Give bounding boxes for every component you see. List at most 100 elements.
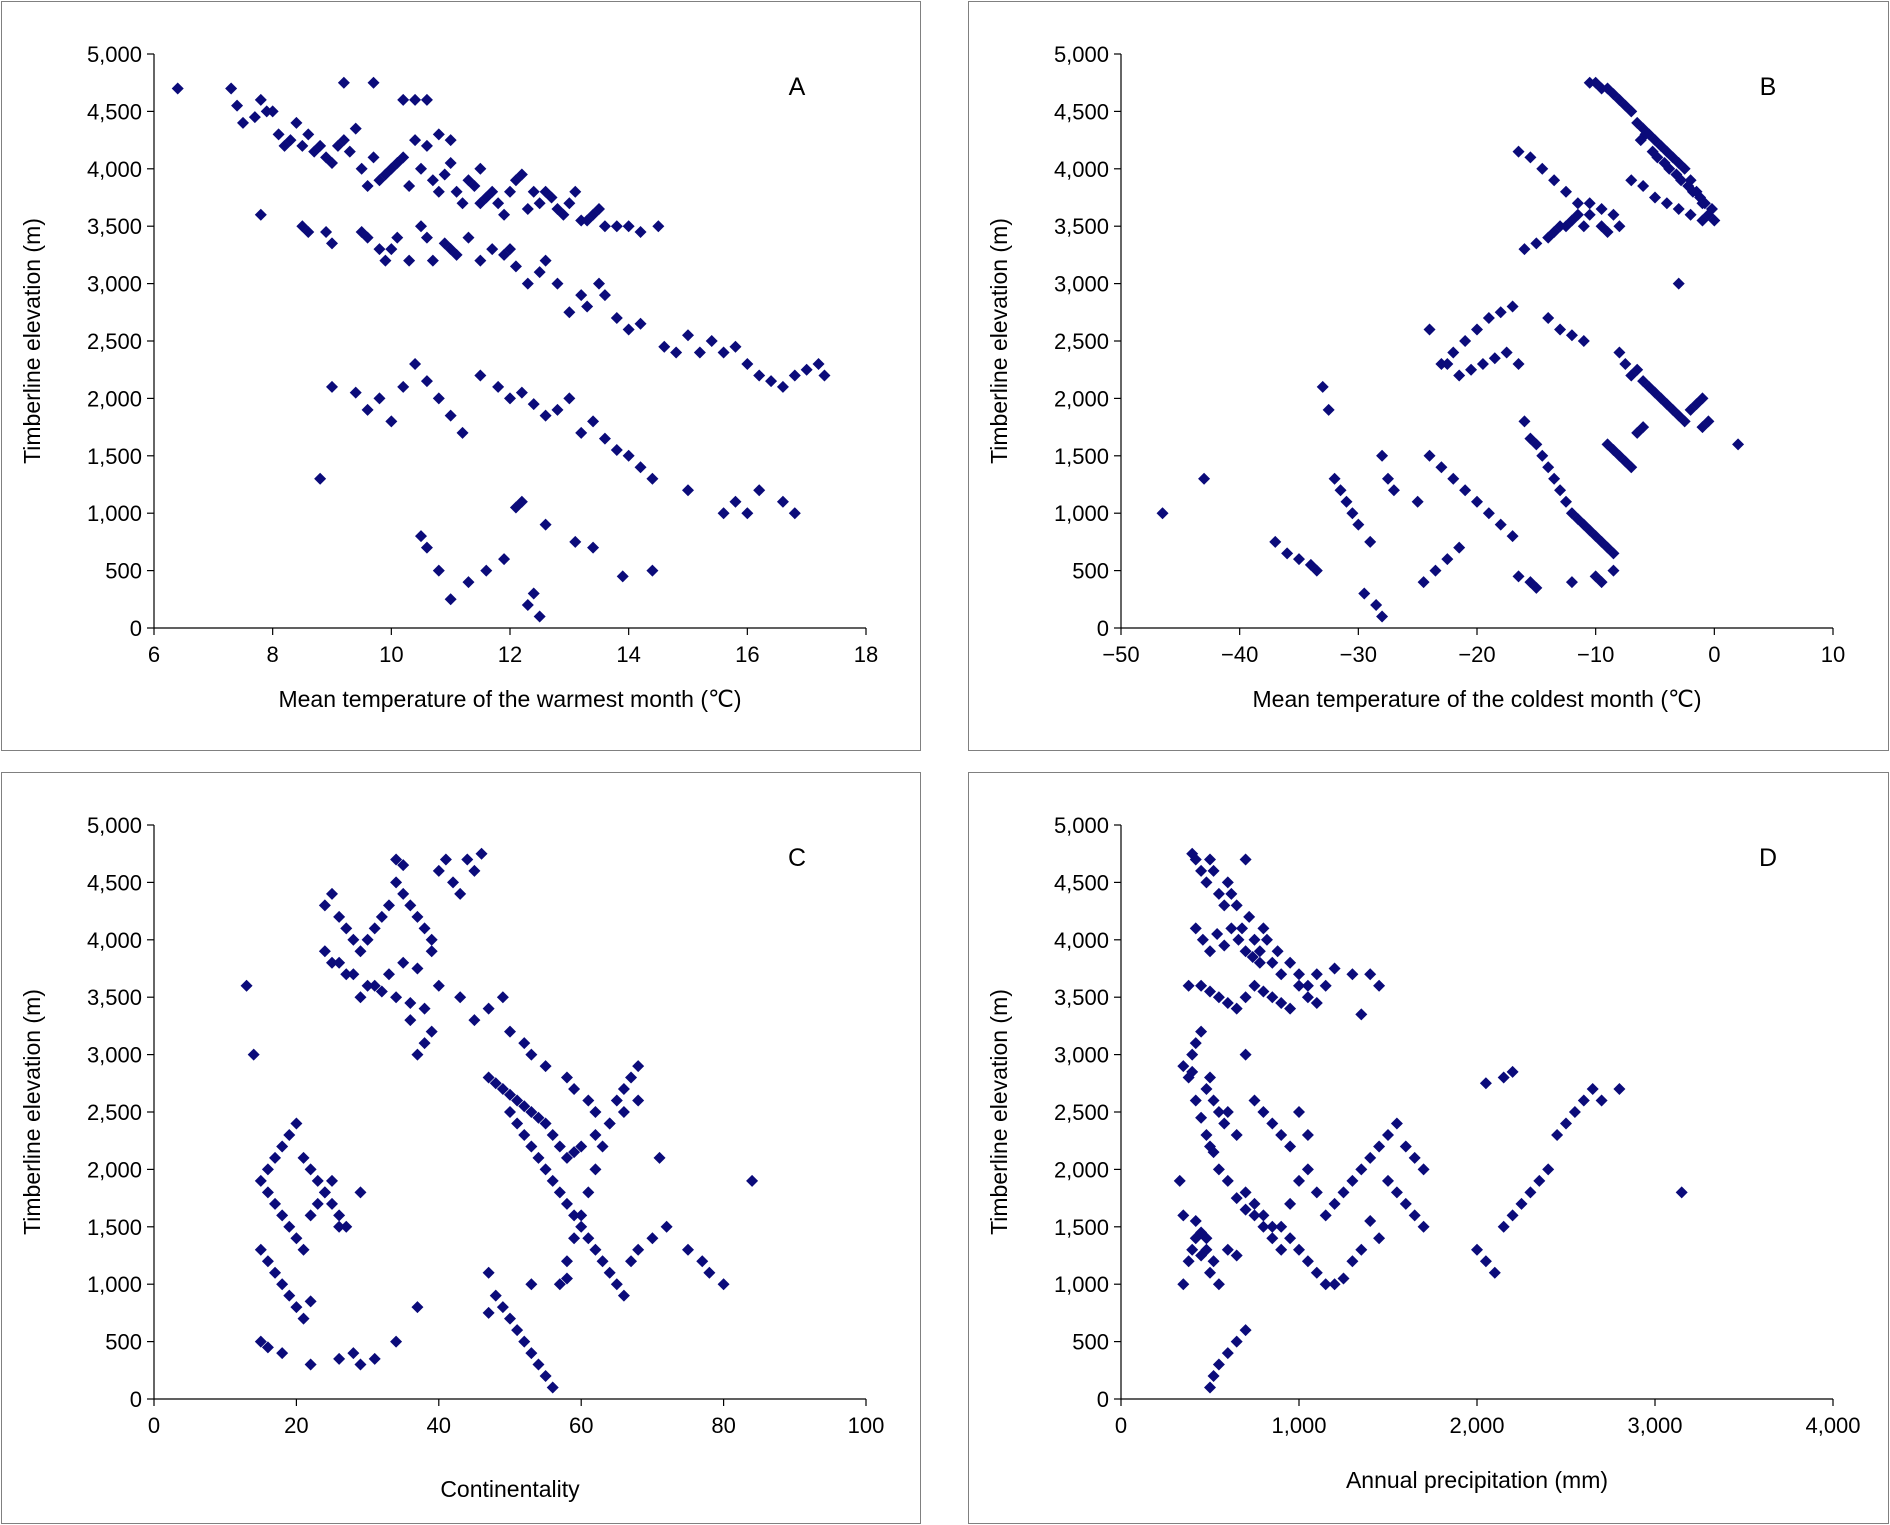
chart-c-point bbox=[468, 1014, 481, 1027]
chart-c-point bbox=[318, 945, 331, 958]
chart-d-point bbox=[1293, 1174, 1305, 1187]
chart-d-point bbox=[1257, 922, 1270, 935]
chart-d-point bbox=[1568, 1106, 1581, 1118]
chart-c-point bbox=[482, 1002, 495, 1015]
chart-d-point bbox=[1524, 1186, 1537, 1199]
chart-d-point bbox=[1328, 962, 1341, 975]
chart-c-panel-letter: C bbox=[788, 844, 806, 872]
chart-b-point bbox=[1565, 576, 1578, 589]
chart-d-point bbox=[1221, 1243, 1234, 1256]
chart-b-point bbox=[1447, 346, 1460, 359]
chart-b-point bbox=[1542, 312, 1555, 325]
chart-a-point bbox=[290, 116, 303, 129]
chart-b-point bbox=[1530, 438, 1543, 451]
chart-b-point bbox=[1560, 185, 1572, 198]
chart-a-y-tick-label: 500 bbox=[105, 559, 142, 584]
chart-c-point bbox=[539, 1370, 552, 1383]
chart-c-point bbox=[368, 1352, 381, 1365]
chart-a-point bbox=[326, 237, 338, 250]
chart-a-point bbox=[753, 369, 766, 382]
chart-d-point bbox=[1328, 1197, 1341, 1210]
chart-c-point bbox=[425, 1025, 438, 1038]
chart-d-x-tick-label: 4,000 bbox=[1805, 1413, 1860, 1438]
chart-a-point bbox=[622, 449, 635, 462]
chart-a-point bbox=[610, 220, 623, 233]
chart-d-point bbox=[1186, 1243, 1199, 1256]
chart-d-point bbox=[1382, 1128, 1394, 1141]
chart-a-point bbox=[598, 432, 611, 445]
chart-d-point bbox=[1253, 956, 1266, 969]
chart-d-point bbox=[1221, 1347, 1234, 1360]
chart-a-x-tick-label: 12 bbox=[498, 642, 522, 667]
chart-a-point bbox=[788, 369, 801, 382]
chart-a-point bbox=[539, 409, 552, 422]
chart-a-point bbox=[361, 180, 374, 193]
chart-c-x-tick-label: 100 bbox=[848, 1413, 885, 1438]
chart-b-point bbox=[1376, 449, 1389, 462]
chart-c-point bbox=[240, 979, 253, 992]
chart-d-point bbox=[1200, 1128, 1213, 1141]
chart-a-point bbox=[337, 76, 350, 89]
chart-d-point bbox=[1177, 1278, 1190, 1291]
chart-c-point bbox=[261, 1341, 274, 1354]
chart-d-x-tick-label: 0 bbox=[1115, 1413, 1127, 1438]
chart-c-point bbox=[347, 968, 360, 981]
chart-c-point bbox=[261, 1186, 274, 1199]
chart-b-point bbox=[1577, 518, 1590, 531]
chart-c-point bbox=[425, 945, 438, 958]
chart-c-point bbox=[276, 1347, 289, 1360]
chart-c-point bbox=[368, 979, 381, 992]
chart-a-point bbox=[326, 157, 338, 170]
chart-b-panel-letter: B bbox=[1760, 73, 1777, 101]
chart-d-point bbox=[1399, 1197, 1412, 1210]
chart-b-point bbox=[1340, 495, 1353, 508]
chart-d-point bbox=[1346, 1255, 1359, 1268]
chart-a-point bbox=[415, 530, 427, 543]
chart-c-point bbox=[368, 922, 381, 935]
chart-c-point bbox=[703, 1266, 716, 1279]
chart-d-point bbox=[1207, 1094, 1220, 1107]
chart-d-point bbox=[1218, 899, 1231, 912]
chart-b-point bbox=[1554, 323, 1567, 336]
chart-d-point bbox=[1218, 939, 1231, 952]
chart-d-point bbox=[1417, 1220, 1430, 1233]
chart-b-point bbox=[1678, 415, 1691, 428]
chart-d-point bbox=[1248, 1209, 1261, 1222]
chart-a-point bbox=[575, 289, 588, 302]
chart-a-point bbox=[658, 340, 671, 353]
chart-b-y-tick-label: 2,500 bbox=[1054, 329, 1109, 354]
chart-c-point bbox=[660, 1220, 673, 1233]
chart-d-point bbox=[1196, 933, 1209, 946]
chart-a-point bbox=[367, 151, 380, 164]
chart-d-point bbox=[1319, 979, 1332, 992]
chart-a-point bbox=[515, 495, 528, 508]
chart-d-point bbox=[1200, 1232, 1213, 1245]
chart-b-point bbox=[1696, 214, 1709, 227]
chart-b-point bbox=[1482, 312, 1495, 325]
chart-c-point bbox=[518, 1128, 531, 1141]
chart-c-y-tick-label: 1,500 bbox=[87, 1215, 142, 1240]
chart-a-point bbox=[444, 409, 457, 422]
chart-d-point bbox=[1533, 1174, 1546, 1187]
chart-c-point bbox=[361, 979, 374, 992]
chart-a-point bbox=[533, 610, 546, 623]
chart-a-y-tick-label: 2,000 bbox=[87, 386, 142, 411]
chart-c-y-tick-label: 3,000 bbox=[87, 1043, 142, 1068]
chart-a-x-tick-label: 14 bbox=[616, 642, 640, 667]
chart-c-point bbox=[511, 1094, 524, 1107]
chart-d-point bbox=[1177, 1209, 1190, 1222]
chart-b-x-tick-label: 10 bbox=[1821, 642, 1845, 667]
chart-c-point bbox=[582, 1094, 595, 1107]
chart-a-point bbox=[622, 323, 635, 336]
panel-d: 0 500 1,000 1,500 2,000 2,500 3,000 3,500 4,000 4… bbox=[968, 772, 1889, 1524]
chart-d-point bbox=[1182, 1255, 1195, 1268]
chart-a-point bbox=[397, 93, 410, 106]
chart-d-point bbox=[1328, 1278, 1341, 1291]
scatter-chart-d: 0 500 1,000 1,500 2,000 2,500 3,000 3,500 4,000 4… bbox=[986, 813, 1861, 1493]
chart-b-point bbox=[1530, 237, 1543, 250]
chart-d-point bbox=[1221, 1174, 1234, 1187]
chart-d-point bbox=[1675, 1186, 1688, 1199]
chart-c-point bbox=[539, 1117, 552, 1130]
chart-d-point bbox=[1221, 996, 1234, 1009]
chart-d-y-tick-label: 4,500 bbox=[1054, 870, 1109, 895]
